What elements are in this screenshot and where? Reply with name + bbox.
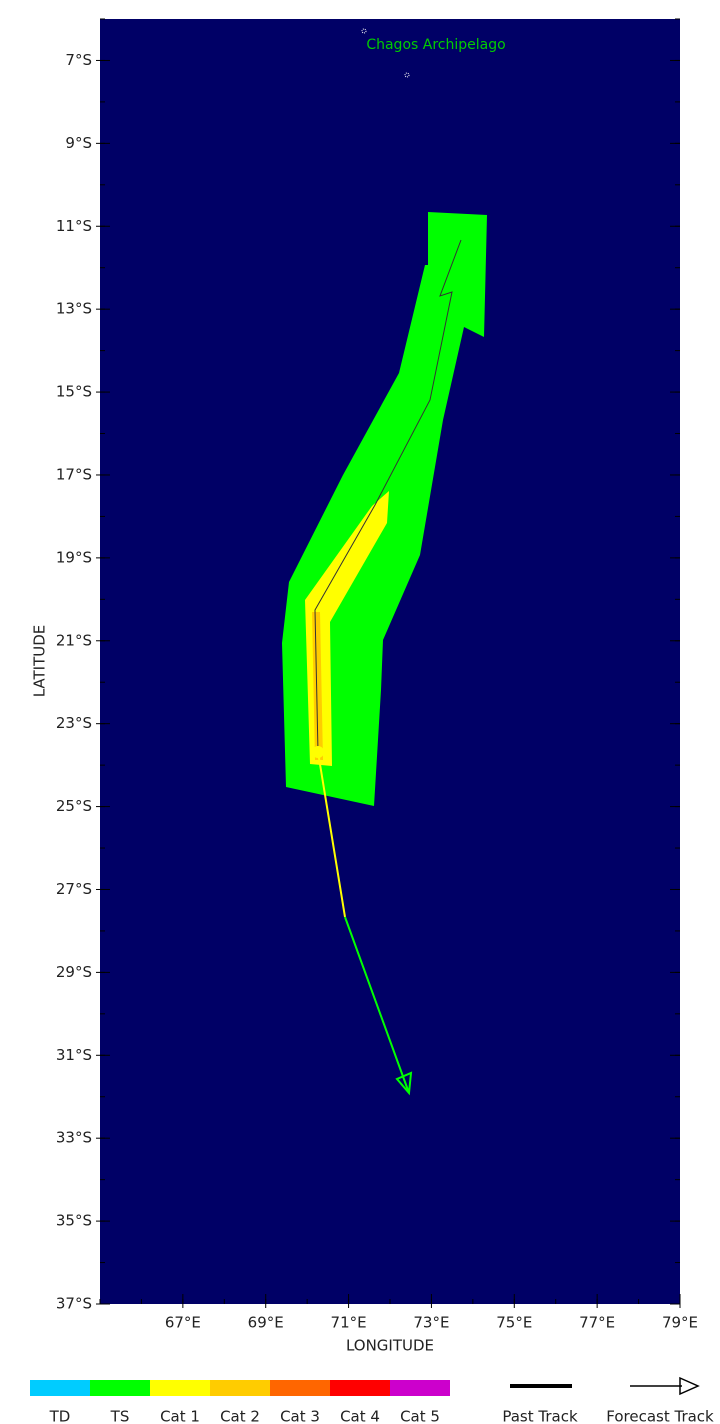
island [404, 72, 410, 78]
legend-swatch [90, 1380, 150, 1396]
ocean [100, 19, 680, 1304]
legend-swatch [150, 1380, 210, 1396]
x-tick-label: 73°E [413, 1314, 449, 1332]
legend-label: Past Track [502, 1408, 578, 1424]
y-tick-label: 37°S [56, 1295, 92, 1313]
y-tick-label: 15°S [56, 383, 92, 401]
y-tick-label: 13°S [56, 300, 92, 318]
forecast-track-cat1 [317, 751, 346, 918]
y-tick-label: 27°S [56, 880, 92, 898]
x-tick-label: 77°E [579, 1314, 615, 1332]
cat2-wind-swath [312, 612, 323, 760]
x-tick-label: 71°E [331, 1314, 367, 1332]
y-tick-label: 31°S [56, 1046, 92, 1064]
x-tick-label: 69°E [248, 1314, 284, 1332]
y-axis-label: LATITUDE [31, 625, 49, 698]
y-tick-label: 35°S [56, 1212, 92, 1230]
place-label: Chagos Archipelago [366, 37, 505, 53]
legend-label: TD [49, 1408, 71, 1424]
legend-label: Cat 5 [400, 1408, 440, 1424]
past-track [314, 239, 462, 753]
y-tick-label: 21°S [56, 631, 92, 649]
island [361, 28, 367, 34]
legend-swatch [330, 1380, 390, 1396]
legend-swatch [210, 1380, 270, 1396]
legend-label: TS [110, 1408, 130, 1424]
x-tick-label: 79°E [662, 1314, 698, 1332]
y-tick-label: 7°S [65, 51, 92, 69]
legend-label: Cat 4 [340, 1408, 380, 1424]
current-position [312, 746, 324, 758]
y-tick-label: 11°S [56, 217, 92, 235]
y-tick-label: 25°S [56, 797, 92, 815]
legend-label: Forecast Track [606, 1408, 714, 1424]
legend-label: Cat 1 [160, 1408, 200, 1424]
y-tick-label: 33°S [56, 1129, 92, 1147]
y-tick-label: 29°S [56, 963, 92, 981]
y-tick-label: 23°S [56, 714, 92, 732]
cat1-wind-swath [305, 491, 389, 766]
legend-swatch [30, 1380, 90, 1396]
forecast-track-legend-arrow [679, 1376, 700, 1396]
forecast-track-ts [344, 916, 410, 1094]
legend-label: Cat 2 [220, 1408, 260, 1424]
forecast-arrowhead [395, 1071, 413, 1096]
legend-swatch [390, 1380, 450, 1396]
x-axis-label: LONGITUDE [346, 1337, 434, 1355]
x-tick-label: 67°E [165, 1314, 201, 1332]
x-tick-label: 75°E [496, 1314, 532, 1332]
y-tick-label: 9°S [65, 134, 92, 152]
legend-label: Cat 3 [280, 1408, 320, 1424]
y-tick-label: 19°S [56, 548, 92, 566]
legend-swatch [270, 1380, 330, 1396]
y-tick-label: 17°S [56, 465, 92, 483]
